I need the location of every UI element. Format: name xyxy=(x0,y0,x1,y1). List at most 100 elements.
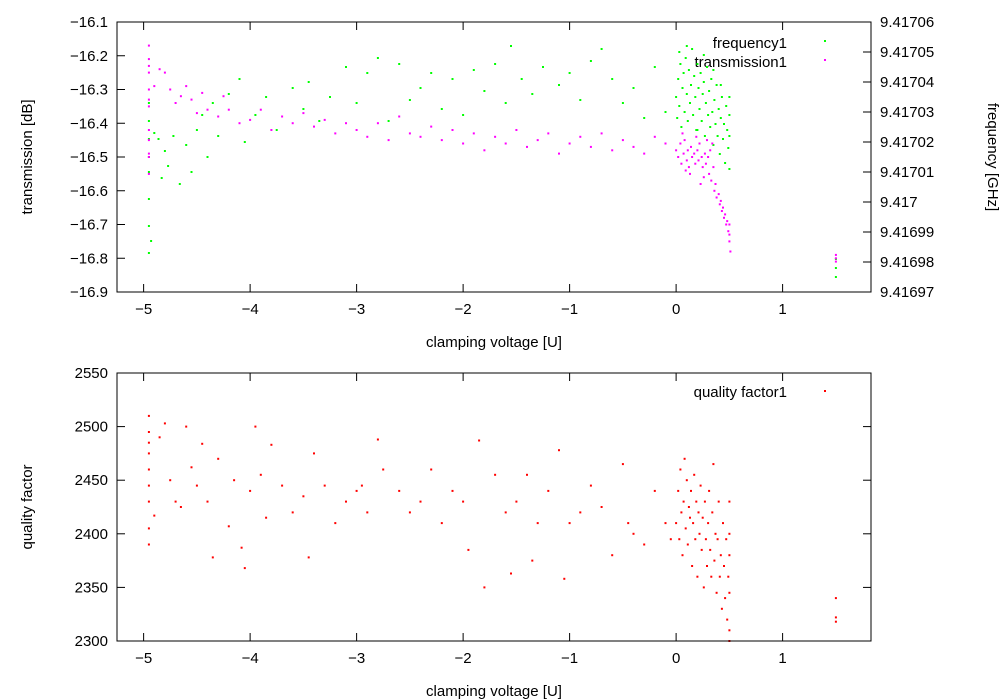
data-point xyxy=(690,84,692,86)
data-point xyxy=(713,99,716,101)
data-point xyxy=(195,484,198,487)
data-point xyxy=(715,84,718,86)
data-point xyxy=(611,149,614,152)
data-point xyxy=(419,135,422,138)
data-point xyxy=(147,198,150,200)
data-point xyxy=(185,144,188,146)
data-point xyxy=(451,129,454,131)
data-point xyxy=(700,548,703,551)
data-point xyxy=(714,532,717,535)
data-point xyxy=(526,473,528,476)
data-point xyxy=(153,85,156,88)
data-point xyxy=(206,156,209,158)
data-point xyxy=(675,522,678,525)
data-point xyxy=(686,543,689,546)
data-point xyxy=(472,132,475,135)
data-point xyxy=(483,90,486,92)
data-point xyxy=(440,139,443,142)
data-point xyxy=(483,149,486,152)
data-point xyxy=(728,233,731,236)
data-point xyxy=(720,210,723,212)
data-point xyxy=(307,556,310,559)
x-tick-label: 1 xyxy=(778,301,786,318)
data-point xyxy=(717,193,720,196)
data-point xyxy=(643,543,646,546)
data-point xyxy=(345,122,347,125)
data-point xyxy=(600,48,603,50)
data-point xyxy=(689,172,691,175)
data-point xyxy=(709,548,712,551)
data-point xyxy=(275,129,278,131)
data-point xyxy=(302,112,305,115)
data-point xyxy=(716,135,719,137)
data-point xyxy=(697,159,700,162)
y-tick-label: −16.1 xyxy=(70,14,108,31)
data-point xyxy=(158,68,161,71)
data-point xyxy=(211,102,214,104)
data-point xyxy=(694,162,697,165)
data-point xyxy=(195,129,198,131)
data-point xyxy=(254,114,257,116)
data-point xyxy=(147,225,150,227)
data-point xyxy=(345,66,347,68)
data-point xyxy=(526,145,528,148)
y-tick-label: −16.8 xyxy=(70,250,108,267)
data-point xyxy=(703,135,706,137)
x-tick-label: −1 xyxy=(561,650,578,667)
data-point xyxy=(834,620,837,623)
data-point xyxy=(169,479,172,482)
data-point xyxy=(715,591,718,594)
data-point xyxy=(696,575,699,578)
data-point xyxy=(147,71,150,74)
data-point xyxy=(695,135,698,138)
data-point xyxy=(462,114,465,116)
data-point xyxy=(683,111,686,113)
data-point xyxy=(238,122,241,125)
data-point xyxy=(728,591,731,594)
top-plot-transmission-frequency: clamping voltage [U] transmission [dB] f… xyxy=(19,14,1000,351)
data-point xyxy=(689,102,691,104)
data-point xyxy=(728,240,731,243)
data-point xyxy=(201,91,204,94)
data-point xyxy=(695,500,698,503)
data-point xyxy=(259,473,262,476)
data-point xyxy=(270,443,273,446)
data-point xyxy=(697,87,700,89)
data-point xyxy=(147,152,150,155)
data-point xyxy=(547,132,550,135)
data-point xyxy=(834,267,837,269)
x-tick-label: 0 xyxy=(672,301,680,318)
x-tick-label: −4 xyxy=(242,650,259,667)
data-point xyxy=(430,125,433,128)
data-point xyxy=(707,522,710,525)
data-point xyxy=(531,559,534,562)
data-point xyxy=(684,57,687,59)
data-point xyxy=(408,99,411,101)
data-point xyxy=(701,516,704,519)
data-point xyxy=(249,118,252,121)
data-point xyxy=(195,112,198,115)
data-point xyxy=(729,250,732,253)
data-point xyxy=(376,438,379,441)
data-point xyxy=(682,152,685,155)
data-point xyxy=(323,118,326,121)
data-point xyxy=(711,511,714,514)
data-point xyxy=(153,132,156,134)
data-point xyxy=(684,169,687,172)
y2-tick-label: 9.41705 xyxy=(880,44,934,61)
data-point xyxy=(690,489,692,492)
y2-tick-label: 9.41703 xyxy=(880,104,934,121)
data-point xyxy=(291,511,294,514)
legend-marker-quality-factor1 xyxy=(824,390,826,392)
data-point xyxy=(724,213,727,216)
data-point xyxy=(698,108,701,110)
y2-tick-label: 9.41701 xyxy=(880,164,934,181)
data-point xyxy=(723,216,725,219)
data-point xyxy=(366,72,369,74)
data-point xyxy=(174,500,177,503)
data-point xyxy=(147,484,150,487)
data-point xyxy=(711,111,714,113)
data-point xyxy=(227,525,230,528)
data-point xyxy=(702,54,705,56)
data-point xyxy=(685,159,688,162)
